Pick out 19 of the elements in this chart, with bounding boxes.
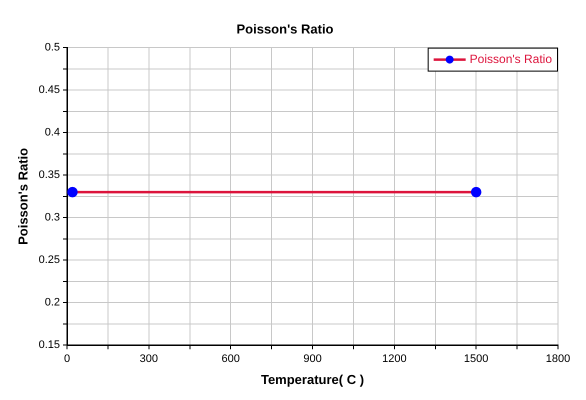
- legend-label: Poisson's Ratio: [470, 52, 552, 66]
- x-tick-label: 1200: [382, 352, 407, 365]
- chart-title: Poisson's Ratio: [236, 21, 334, 36]
- y-tick-label: 0.2: [44, 296, 60, 309]
- y-tick-label: 0.15: [38, 339, 60, 352]
- x-axis-title: Temperature( C ): [260, 372, 364, 387]
- y-tick-label: 0.45: [38, 84, 60, 96]
- x-tick-label: 0: [64, 352, 70, 365]
- y-tick-label: 0.5: [44, 42, 60, 54]
- x-tick-label: 300: [140, 352, 158, 365]
- y-tick-label: 0.4: [44, 126, 60, 139]
- y-tick-label: 0.25: [38, 254, 60, 266]
- x-tick-label: 1500: [464, 352, 488, 365]
- x-tick-label: 1800: [546, 352, 570, 365]
- y-tick-label: 0.3: [44, 212, 60, 224]
- y-axis-title: Poisson's Ratio: [15, 148, 30, 245]
- x-tick-label: 600: [221, 352, 240, 365]
- y-tick-label: 0.35: [38, 169, 60, 182]
- x-tick-label: 900: [303, 352, 322, 365]
